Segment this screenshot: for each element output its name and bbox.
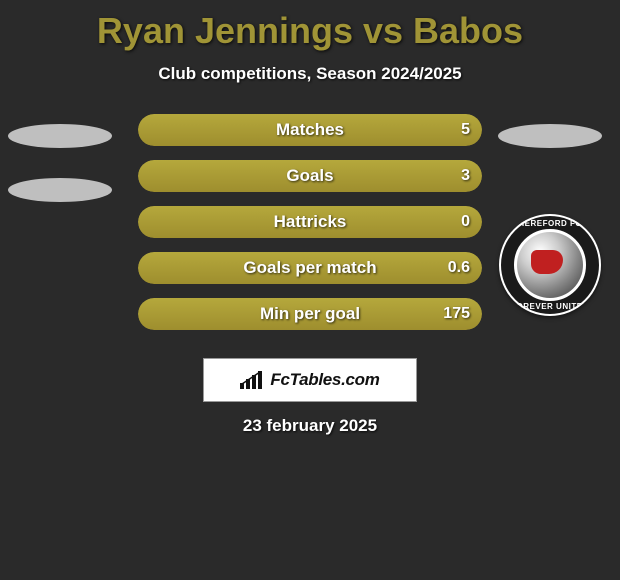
logo-text: FcTables.com xyxy=(270,370,379,390)
stat-value: 5 xyxy=(461,114,470,146)
stat-label: Min per goal xyxy=(138,298,482,330)
player-placeholder-icon xyxy=(498,124,602,148)
container: Ryan Jennings vs Babos Club competitions… xyxy=(0,0,620,580)
crest-accent-icon xyxy=(531,250,563,274)
stat-label: Goals per match xyxy=(138,252,482,284)
player-placeholder-icon xyxy=(8,124,112,148)
stat-value: 0 xyxy=(461,206,470,238)
club-crest: HEREFORD FC FOREVER UNITED xyxy=(499,214,601,316)
stat-bar: Goals 3 xyxy=(138,160,482,192)
left-player-column xyxy=(8,124,112,232)
player-placeholder-icon xyxy=(8,178,112,202)
crest-bottom-text: FOREVER UNITED xyxy=(499,302,601,311)
subtitle: Club competitions, Season 2024/2025 xyxy=(0,64,620,84)
stat-value: 0.6 xyxy=(448,252,470,284)
stat-label: Goals xyxy=(138,160,482,192)
stat-label: Matches xyxy=(138,114,482,146)
stat-bar: Goals per match 0.6 xyxy=(138,252,482,284)
right-player-column: HEREFORD FC FOREVER UNITED xyxy=(498,124,602,316)
stat-bar: Matches 5 xyxy=(138,114,482,146)
date-text: 23 february 2025 xyxy=(0,416,620,436)
stat-label: Hattricks xyxy=(138,206,482,238)
stat-bar: Min per goal 175 xyxy=(138,298,482,330)
crest-top-text: HEREFORD FC xyxy=(499,219,601,228)
stat-bar: Hattricks 0 xyxy=(138,206,482,238)
bar-chart-icon xyxy=(240,371,264,389)
fctables-logo[interactable]: FcTables.com xyxy=(203,358,417,402)
stat-value: 175 xyxy=(443,298,470,330)
stat-value: 3 xyxy=(461,160,470,192)
page-title: Ryan Jennings vs Babos xyxy=(0,10,620,52)
